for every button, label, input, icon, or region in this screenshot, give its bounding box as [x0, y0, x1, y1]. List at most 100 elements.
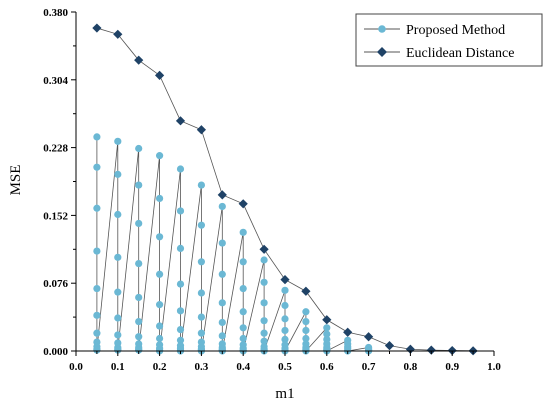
point-proposed-method — [176, 165, 185, 173]
point-proposed-method — [197, 181, 205, 189]
point-proposed-method — [260, 337, 268, 345]
point-proposed-method — [156, 301, 164, 309]
point-euclidean-distance — [405, 344, 415, 354]
point-proposed-method — [239, 258, 247, 266]
point-proposed-method — [281, 335, 289, 344]
point-euclidean-distance — [113, 29, 123, 39]
point-proposed-method — [114, 314, 122, 322]
point-proposed-method — [260, 317, 268, 325]
point-proposed-method — [197, 221, 205, 229]
point-euclidean-distance — [384, 341, 395, 351]
point-proposed-method — [114, 331, 122, 339]
point-proposed-method — [93, 329, 101, 337]
point-proposed-method — [218, 332, 226, 340]
point-euclidean-distance — [301, 286, 311, 296]
point-proposed-method — [260, 329, 268, 337]
point-proposed-method — [239, 324, 247, 332]
point-proposed-method — [239, 228, 247, 236]
point-proposed-method — [176, 244, 185, 253]
point-proposed-method — [260, 256, 268, 264]
x-tick-label: 0.1 — [111, 361, 125, 373]
point-proposed-method — [114, 137, 122, 145]
point-proposed-method — [156, 233, 164, 241]
point-proposed-method — [135, 219, 143, 228]
point-euclidean-distance — [217, 190, 227, 200]
point-euclidean-distance — [134, 55, 144, 65]
x-tick-label: 0.7 — [362, 361, 376, 373]
point-euclidean-distance — [175, 116, 186, 126]
point-proposed-method — [156, 334, 164, 343]
point-proposed-method — [135, 346, 143, 354]
point-proposed-method — [302, 308, 310, 316]
point-proposed-method — [302, 317, 310, 326]
point-proposed-method — [281, 286, 289, 294]
y-tick-label: 0.380 — [43, 7, 68, 19]
point-proposed-method — [114, 253, 122, 261]
point-euclidean-distance — [238, 199, 248, 209]
point-proposed-method — [218, 318, 226, 327]
point-proposed-method — [114, 346, 122, 354]
point-euclidean-distance — [364, 332, 374, 342]
point-proposed-method — [218, 270, 226, 278]
x-tick-label: 0.5 — [278, 361, 292, 373]
point-proposed-method — [176, 207, 185, 215]
y-tick-label: 0.304 — [43, 75, 68, 87]
point-proposed-method — [239, 334, 247, 343]
point-euclidean-distance — [196, 125, 206, 135]
point-proposed-method — [239, 308, 247, 316]
legend-label-proposed: Proposed Method — [406, 23, 505, 38]
y-tick-label: 0.152 — [43, 210, 68, 222]
point-proposed-method — [93, 163, 101, 171]
point-proposed-method — [93, 284, 101, 293]
point-euclidean-distance — [92, 23, 102, 33]
point-proposed-method — [135, 144, 143, 153]
point-proposed-method — [93, 311, 101, 319]
point-proposed-method — [176, 280, 185, 288]
point-proposed-method — [218, 299, 226, 307]
point-proposed-method — [93, 204, 101, 212]
point-euclidean-distance — [322, 315, 332, 325]
point-proposed-method — [93, 346, 101, 354]
point-proposed-method — [93, 133, 101, 141]
point-proposed-method — [260, 278, 268, 286]
x-tick-label: 1.0 — [487, 361, 501, 373]
point-proposed-method — [156, 322, 164, 330]
point-proposed-method — [114, 288, 122, 296]
point-proposed-method — [135, 317, 143, 326]
x-tick-label: 0.6 — [320, 361, 334, 373]
point-proposed-method — [302, 326, 310, 335]
x-tick-label: 0.4 — [236, 361, 250, 373]
point-proposed-method — [323, 324, 331, 332]
point-euclidean-distance — [343, 327, 353, 337]
y-tick-label: 0.076 — [43, 278, 68, 290]
point-proposed-method — [156, 270, 164, 278]
legend-marker-proposed — [378, 25, 386, 33]
point-proposed-method — [135, 293, 143, 302]
point-proposed-method — [197, 313, 205, 321]
point-proposed-method — [176, 336, 185, 344]
y-tick-label: 0.228 — [43, 143, 68, 155]
point-proposed-method — [281, 301, 289, 310]
point-proposed-method — [281, 315, 289, 323]
x-tick-label: 0.2 — [153, 361, 167, 373]
x-tick-label: 0.9 — [445, 361, 459, 373]
point-proposed-method — [135, 259, 143, 268]
point-proposed-method — [260, 299, 268, 307]
legend-label-euclidean: Euclidean Distance — [406, 46, 514, 61]
series-markers — [92, 23, 478, 356]
point-proposed-method — [302, 334, 310, 343]
point-proposed-method — [135, 333, 143, 341]
point-proposed-method — [218, 239, 226, 247]
point-proposed-method — [176, 325, 185, 334]
point-proposed-method — [239, 284, 247, 293]
point-euclidean-distance — [155, 70, 165, 80]
x-tick-label: 0.0 — [69, 361, 83, 373]
point-proposed-method — [156, 152, 164, 160]
y-tick-label: 0.000 — [43, 346, 68, 358]
point-proposed-method — [114, 170, 122, 178]
legend-marker-euclidean — [377, 47, 387, 57]
point-euclidean-distance — [280, 275, 290, 285]
point-proposed-method — [156, 194, 164, 203]
point-euclidean-distance — [426, 345, 436, 355]
